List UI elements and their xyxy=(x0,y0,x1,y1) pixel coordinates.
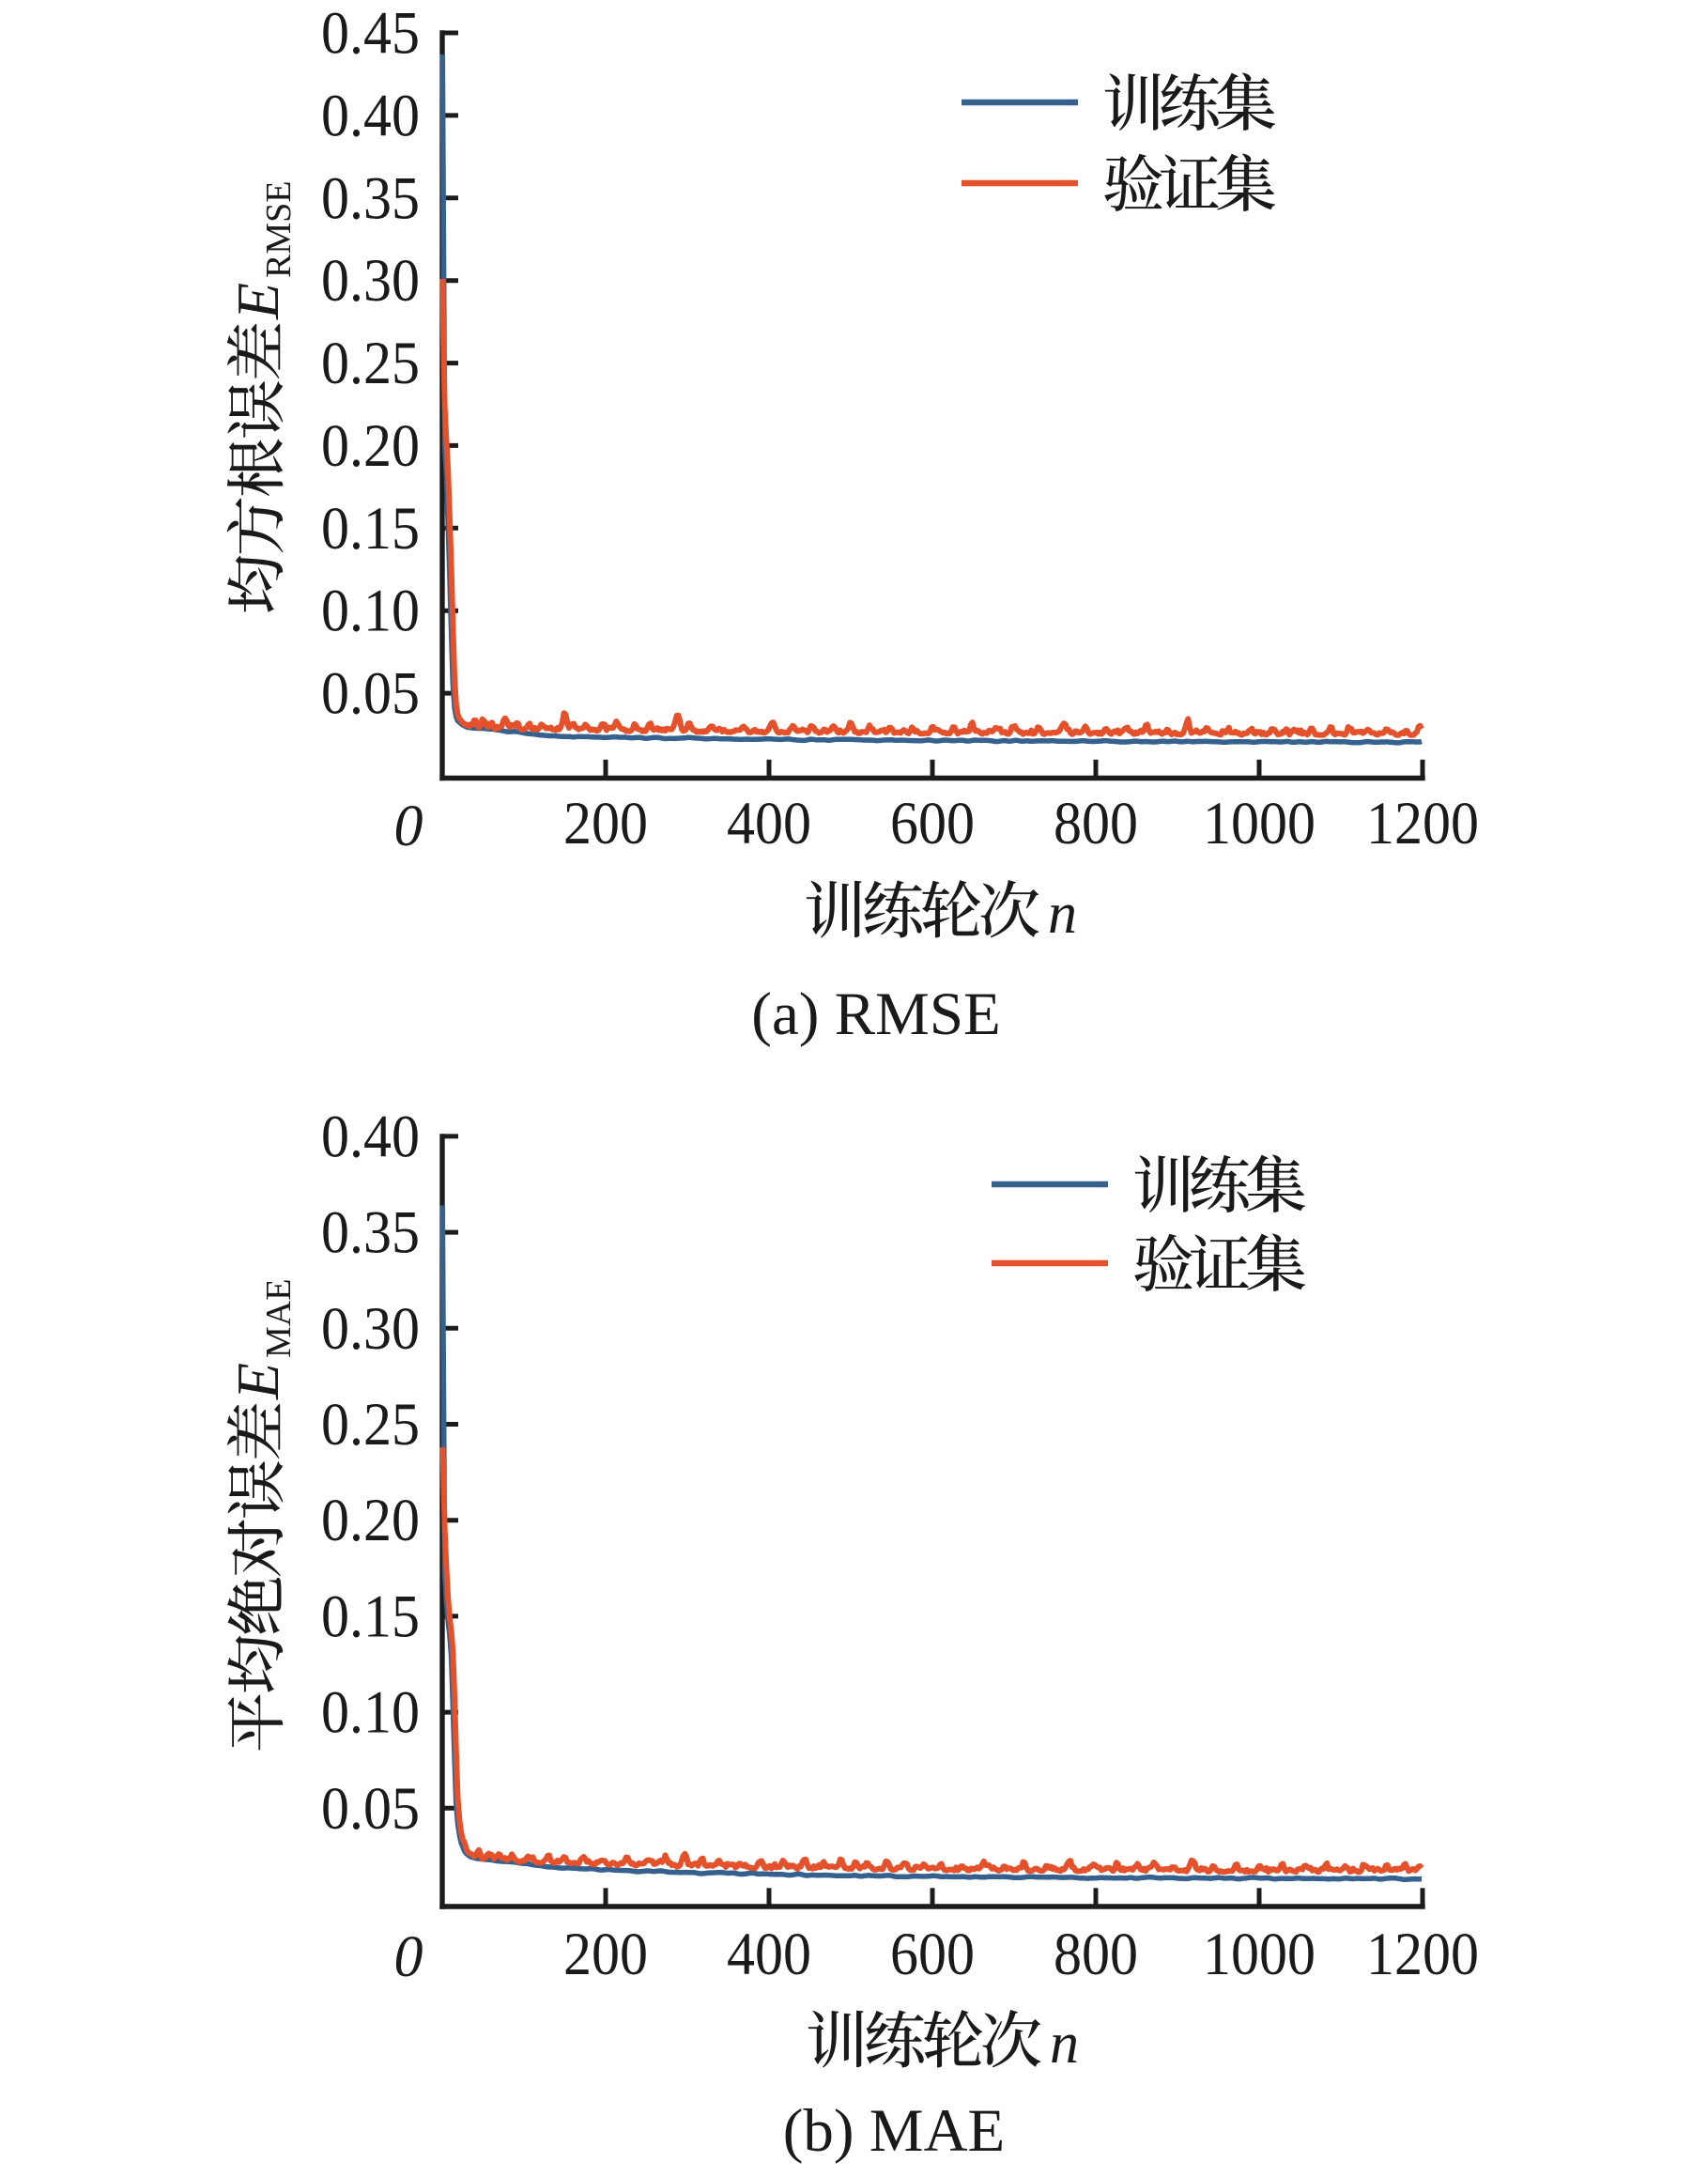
svg-text:0: 0 xyxy=(394,795,423,858)
svg-text:800: 800 xyxy=(1054,790,1138,857)
svg-text:600: 600 xyxy=(890,1921,975,1988)
svg-text:0.20: 0.20 xyxy=(321,1487,420,1554)
svg-text:400: 400 xyxy=(727,1921,811,1988)
svg-text:MAE: MAE xyxy=(259,1279,299,1358)
svg-text:0.30: 0.30 xyxy=(321,247,420,315)
svg-text:1200: 1200 xyxy=(1366,790,1479,857)
svg-text:0.35: 0.35 xyxy=(321,1199,420,1267)
svg-text:1000: 1000 xyxy=(1203,1921,1316,1988)
svg-text:0.10: 0.10 xyxy=(321,578,420,645)
svg-text:800: 800 xyxy=(1054,1921,1138,1988)
svg-text:RMSE: RMSE xyxy=(259,181,299,278)
svg-text:0.05: 0.05 xyxy=(321,660,420,728)
svg-text:200: 200 xyxy=(563,1921,648,1988)
svg-text:E: E xyxy=(224,283,291,320)
svg-text:0.35: 0.35 xyxy=(321,164,420,232)
svg-text:200: 200 xyxy=(563,790,648,857)
svg-text:0.25: 0.25 xyxy=(321,1391,420,1459)
svg-text:0: 0 xyxy=(394,1925,423,1989)
svg-text:0.05: 0.05 xyxy=(321,1775,420,1843)
svg-text:0.25: 0.25 xyxy=(321,330,420,397)
svg-text:(b) MAE: (b) MAE xyxy=(783,2097,1005,2165)
svg-text:(a) RMSE: (a) RMSE xyxy=(751,980,1000,1048)
svg-text:0.15: 0.15 xyxy=(321,495,420,563)
svg-text:0.20: 0.20 xyxy=(321,412,420,480)
svg-text:1200: 1200 xyxy=(1366,1921,1479,1988)
svg-text:1000: 1000 xyxy=(1203,790,1316,857)
svg-text:0.40: 0.40 xyxy=(321,82,420,149)
svg-text:400: 400 xyxy=(727,790,811,857)
svg-text:0.45: 0.45 xyxy=(321,0,420,68)
svg-text:n: n xyxy=(1050,2012,1079,2076)
svg-text:0.40: 0.40 xyxy=(321,1103,420,1170)
svg-text:0.10: 0.10 xyxy=(321,1679,420,1747)
svg-text:n: n xyxy=(1048,882,1077,946)
svg-text:600: 600 xyxy=(890,790,975,857)
svg-text:0.15: 0.15 xyxy=(321,1583,420,1650)
svg-text:E: E xyxy=(224,1363,291,1400)
svg-text:0.30: 0.30 xyxy=(321,1295,420,1363)
